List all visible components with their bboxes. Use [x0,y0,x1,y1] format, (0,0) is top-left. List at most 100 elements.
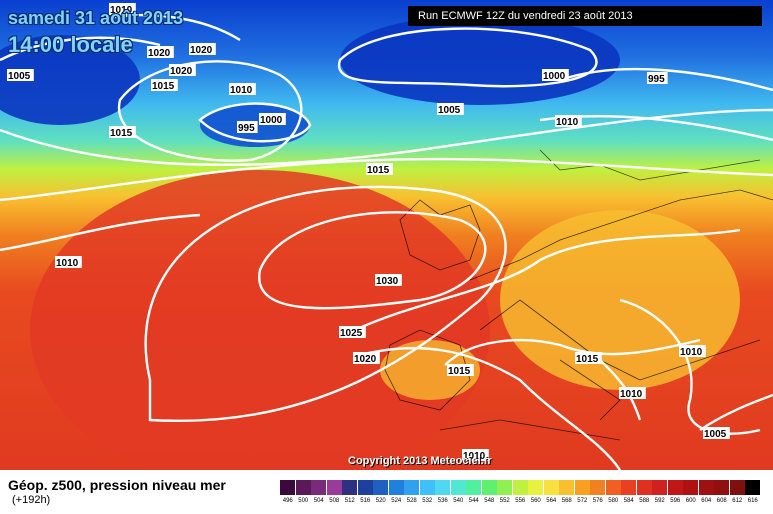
isobar-label-bg [189,43,216,55]
scale-swatch [590,480,606,495]
isobar-label-bg [55,256,82,268]
scale-label: 556 [515,498,526,504]
scale-swatch [574,480,591,495]
scale-swatch [543,480,560,495]
isobar-label-bg [339,326,366,338]
weather-map: 1010 1020 1020 1020 1005 1015 1010 1015 1000 995 1… [0,0,773,470]
scale-label: 496 [282,498,293,504]
isobar-label: 1010 [230,85,253,96]
scale-label: 604 [701,498,712,504]
isobar-label: 1015 [367,165,390,176]
scale-label: 540 [453,498,464,504]
scale-swatch [326,480,343,495]
isobar-label-bg [259,113,286,125]
scale-swatch [466,480,482,495]
isobar-label: 1005 [438,105,461,116]
isobar-label-bg [375,274,402,286]
scale-swatch [311,480,327,495]
isobar-label-bg [169,64,196,76]
scale-swatch [497,480,513,495]
run-info: Run ECMWF 12Z du vendredi 23 août 2013 [408,6,762,26]
scale-swatch [342,480,358,495]
scale-label: 532 [422,498,433,504]
scale-swatch [373,480,389,495]
scale-swatch [481,480,498,495]
scale-label: 616 [747,498,758,504]
scale-swatch [714,480,730,495]
scale-label: 500 [298,498,309,504]
isobar-label: 1030 [376,276,399,287]
scale-swatch [698,480,715,495]
isobar-label-bg [229,83,256,95]
scale-swatch [388,480,405,495]
isobar-label: 1010 [556,117,579,128]
isobar-label-bg [462,449,489,461]
isobar-label: 1005 [704,429,727,440]
isobar-label: 1000 [543,71,566,82]
scale-label: 560 [530,498,541,504]
scale-label: 548 [484,498,495,504]
scale-swatch [683,480,699,495]
scale-label: 552 [499,498,510,504]
isobar-label-bg [647,72,668,84]
isobar-label-bg [7,69,34,81]
isobar-label-bg [109,3,136,15]
scale-label: 608 [716,498,727,504]
isobar-label: 1020 [190,45,213,56]
low-west [0,35,140,125]
isobar-label: 1010 [56,258,79,269]
scale-swatch [404,480,420,495]
isobar-label-bg [575,352,602,364]
isobar-label: 1025 [340,328,363,339]
scale-label: 612 [732,498,743,504]
scale-swatch [357,480,374,495]
isobar-label-bg [679,345,706,357]
copyright: Copyright 2013 Meteociel.fr [348,455,492,467]
isobar-label: 1010 [680,347,703,358]
scale-label: 592 [654,498,665,504]
isobar-label: 1015 [152,81,175,92]
scale-swatch [435,480,451,495]
forecast-time: 14:00 locale [8,32,133,57]
scale-label: 528 [406,498,417,504]
color-scale-labels: 496 500 504 508 512 516 520 524 528 532 536 540 544 5… [280,498,761,504]
scale-swatch [621,480,637,495]
isobar-label-bg [437,103,464,115]
scale-swatch [295,480,312,495]
isobar-label-bg [447,364,474,376]
scale-swatch [280,480,296,495]
color-scale [280,480,761,495]
scale-swatch [605,480,622,495]
scale-label: 564 [546,498,557,504]
scale-swatch [652,480,668,495]
scale-label: 572 [577,498,588,504]
legend-title: Géop. z500, pression niveau mer [8,477,226,493]
isobar-label: 1010 [463,451,486,462]
isobar-labels: 1010 1020 1020 1020 1005 1015 1010 1015 1000 995 1… [7,3,730,462]
isobar-label-bg [109,126,136,138]
map-svg: 1010 1020 1020 1020 1005 1015 1010 1015 1000 995 1… [0,0,773,470]
warm-core [30,170,490,470]
isobar-label: 995 [648,74,665,85]
scale-label: 524 [391,498,402,504]
legend-subtitle: (+192h) [12,494,51,506]
scale-label: 576 [592,498,603,504]
isobar-label-bg [555,115,582,127]
scale-swatch [729,480,746,495]
scale-label: 504 [313,498,324,504]
scale-label: 600 [685,498,696,504]
legend-footer: Géop. z500, pression niveau mer (+192h) … [0,470,773,514]
isobar-label-bg [151,79,178,91]
isobar-label-bg [703,427,730,439]
isobar-label: 1000 [260,115,283,126]
scale-label: 520 [375,498,386,504]
isobar-label: 1010 [110,5,133,16]
isobar-label-bg [353,352,380,364]
scale-label: 536 [437,498,448,504]
scale-label: 596 [670,498,681,504]
scale-label: 508 [329,498,340,504]
isobar-label: 1020 [148,48,171,59]
isobar-label-bg [542,69,569,81]
scale-swatch [667,480,684,495]
isobar-label: 1015 [576,354,599,365]
